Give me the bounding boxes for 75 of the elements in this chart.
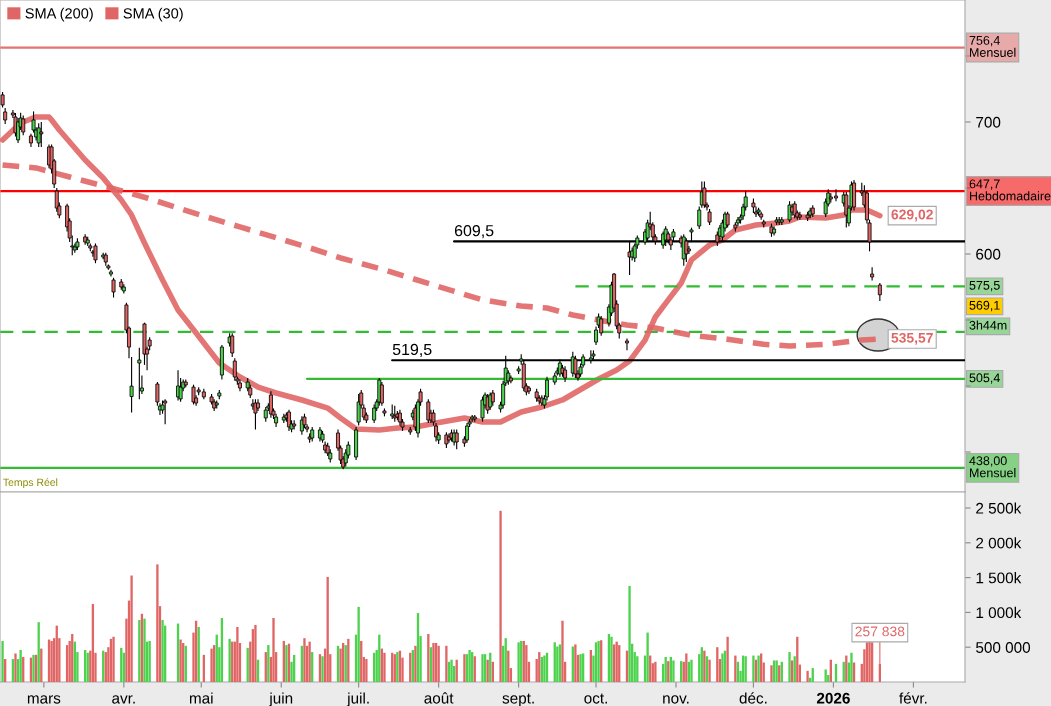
bar <box>561 620 564 682</box>
candlestick <box>625 337 629 351</box>
ref-line-label: 647,7 Hebdomadaire <box>969 179 1051 201</box>
bar <box>672 660 675 682</box>
bar <box>19 649 22 682</box>
data-label: 505,4 <box>969 373 1000 384</box>
bar <box>628 585 631 682</box>
y-tick-label: 2 500k <box>976 502 1022 514</box>
data-label: 535,57 <box>891 332 933 345</box>
x-tick-label: mars <box>27 695 61 704</box>
bar <box>143 618 146 682</box>
bar <box>525 645 528 682</box>
x-tick-label: juil. <box>346 692 369 706</box>
bar <box>236 627 239 682</box>
candlestick <box>111 277 116 299</box>
y-tick-label: 500 000 <box>976 642 1031 653</box>
data-label: 519,5 <box>392 343 432 357</box>
x-tick-label: mai <box>189 692 213 704</box>
data-label: 609,5 <box>454 225 494 239</box>
candlestick <box>465 422 469 444</box>
x-tick-label: févr. <box>899 692 927 704</box>
bar <box>383 652 386 682</box>
bar <box>303 638 306 682</box>
y-tick-label: 700 <box>976 116 1001 128</box>
bar <box>1 640 4 682</box>
bar <box>130 575 133 682</box>
x-tick-label: oct. <box>584 693 607 704</box>
x-tick-label: sept. <box>502 693 534 706</box>
bar <box>770 665 773 682</box>
candlestick <box>39 121 44 148</box>
x-tick-label: déc. <box>739 692 767 704</box>
x-tick-label: nov. <box>663 695 689 704</box>
bar <box>499 510 502 682</box>
data-label: 257 838 <box>855 626 905 637</box>
bar <box>272 617 275 682</box>
candlestick <box>232 357 237 382</box>
legend-label: SMA (200) <box>25 7 93 22</box>
bar <box>14 653 17 682</box>
candlestick <box>870 266 875 281</box>
ref-line-label: 756,4 Mensuel <box>969 35 1016 57</box>
data-label: 629,02 <box>891 209 933 222</box>
bar <box>486 659 489 682</box>
x-tick-label: juin <box>268 692 293 706</box>
legend-label: SMA (30) <box>123 7 183 22</box>
candlestick <box>16 117 21 144</box>
x-tick-label: août <box>424 692 454 704</box>
y-tick-label: 1 000k <box>976 606 1022 619</box>
bar <box>179 639 182 682</box>
bar <box>734 655 737 682</box>
ref-line-label: 438,00 Mensuel <box>969 456 1016 478</box>
bar <box>308 641 311 682</box>
bar <box>806 670 809 682</box>
data-label: 575,5 <box>969 280 1000 292</box>
bar <box>156 564 159 682</box>
bar <box>824 669 827 682</box>
bar <box>161 620 164 682</box>
x-tick-label: avr. <box>112 695 135 704</box>
bar <box>254 624 257 682</box>
x-tick-label: 2026 <box>816 692 850 704</box>
bar <box>267 645 270 682</box>
bar <box>646 632 649 682</box>
bar <box>414 645 417 682</box>
bar <box>445 645 448 682</box>
candlestick <box>137 347 142 400</box>
y-tick-label: 2 000k <box>976 537 1022 549</box>
bar <box>850 652 853 682</box>
text: 3h44m <box>969 320 1007 330</box>
y-tick-label: 600 <box>976 248 1001 260</box>
bar <box>726 636 729 682</box>
bar <box>788 652 791 682</box>
bar <box>357 606 360 682</box>
annotation: Temps Réel <box>3 478 58 489</box>
bar <box>752 655 755 682</box>
y-tick-label: 1 500k <box>976 572 1022 584</box>
text: 569,1 <box>969 300 1000 312</box>
